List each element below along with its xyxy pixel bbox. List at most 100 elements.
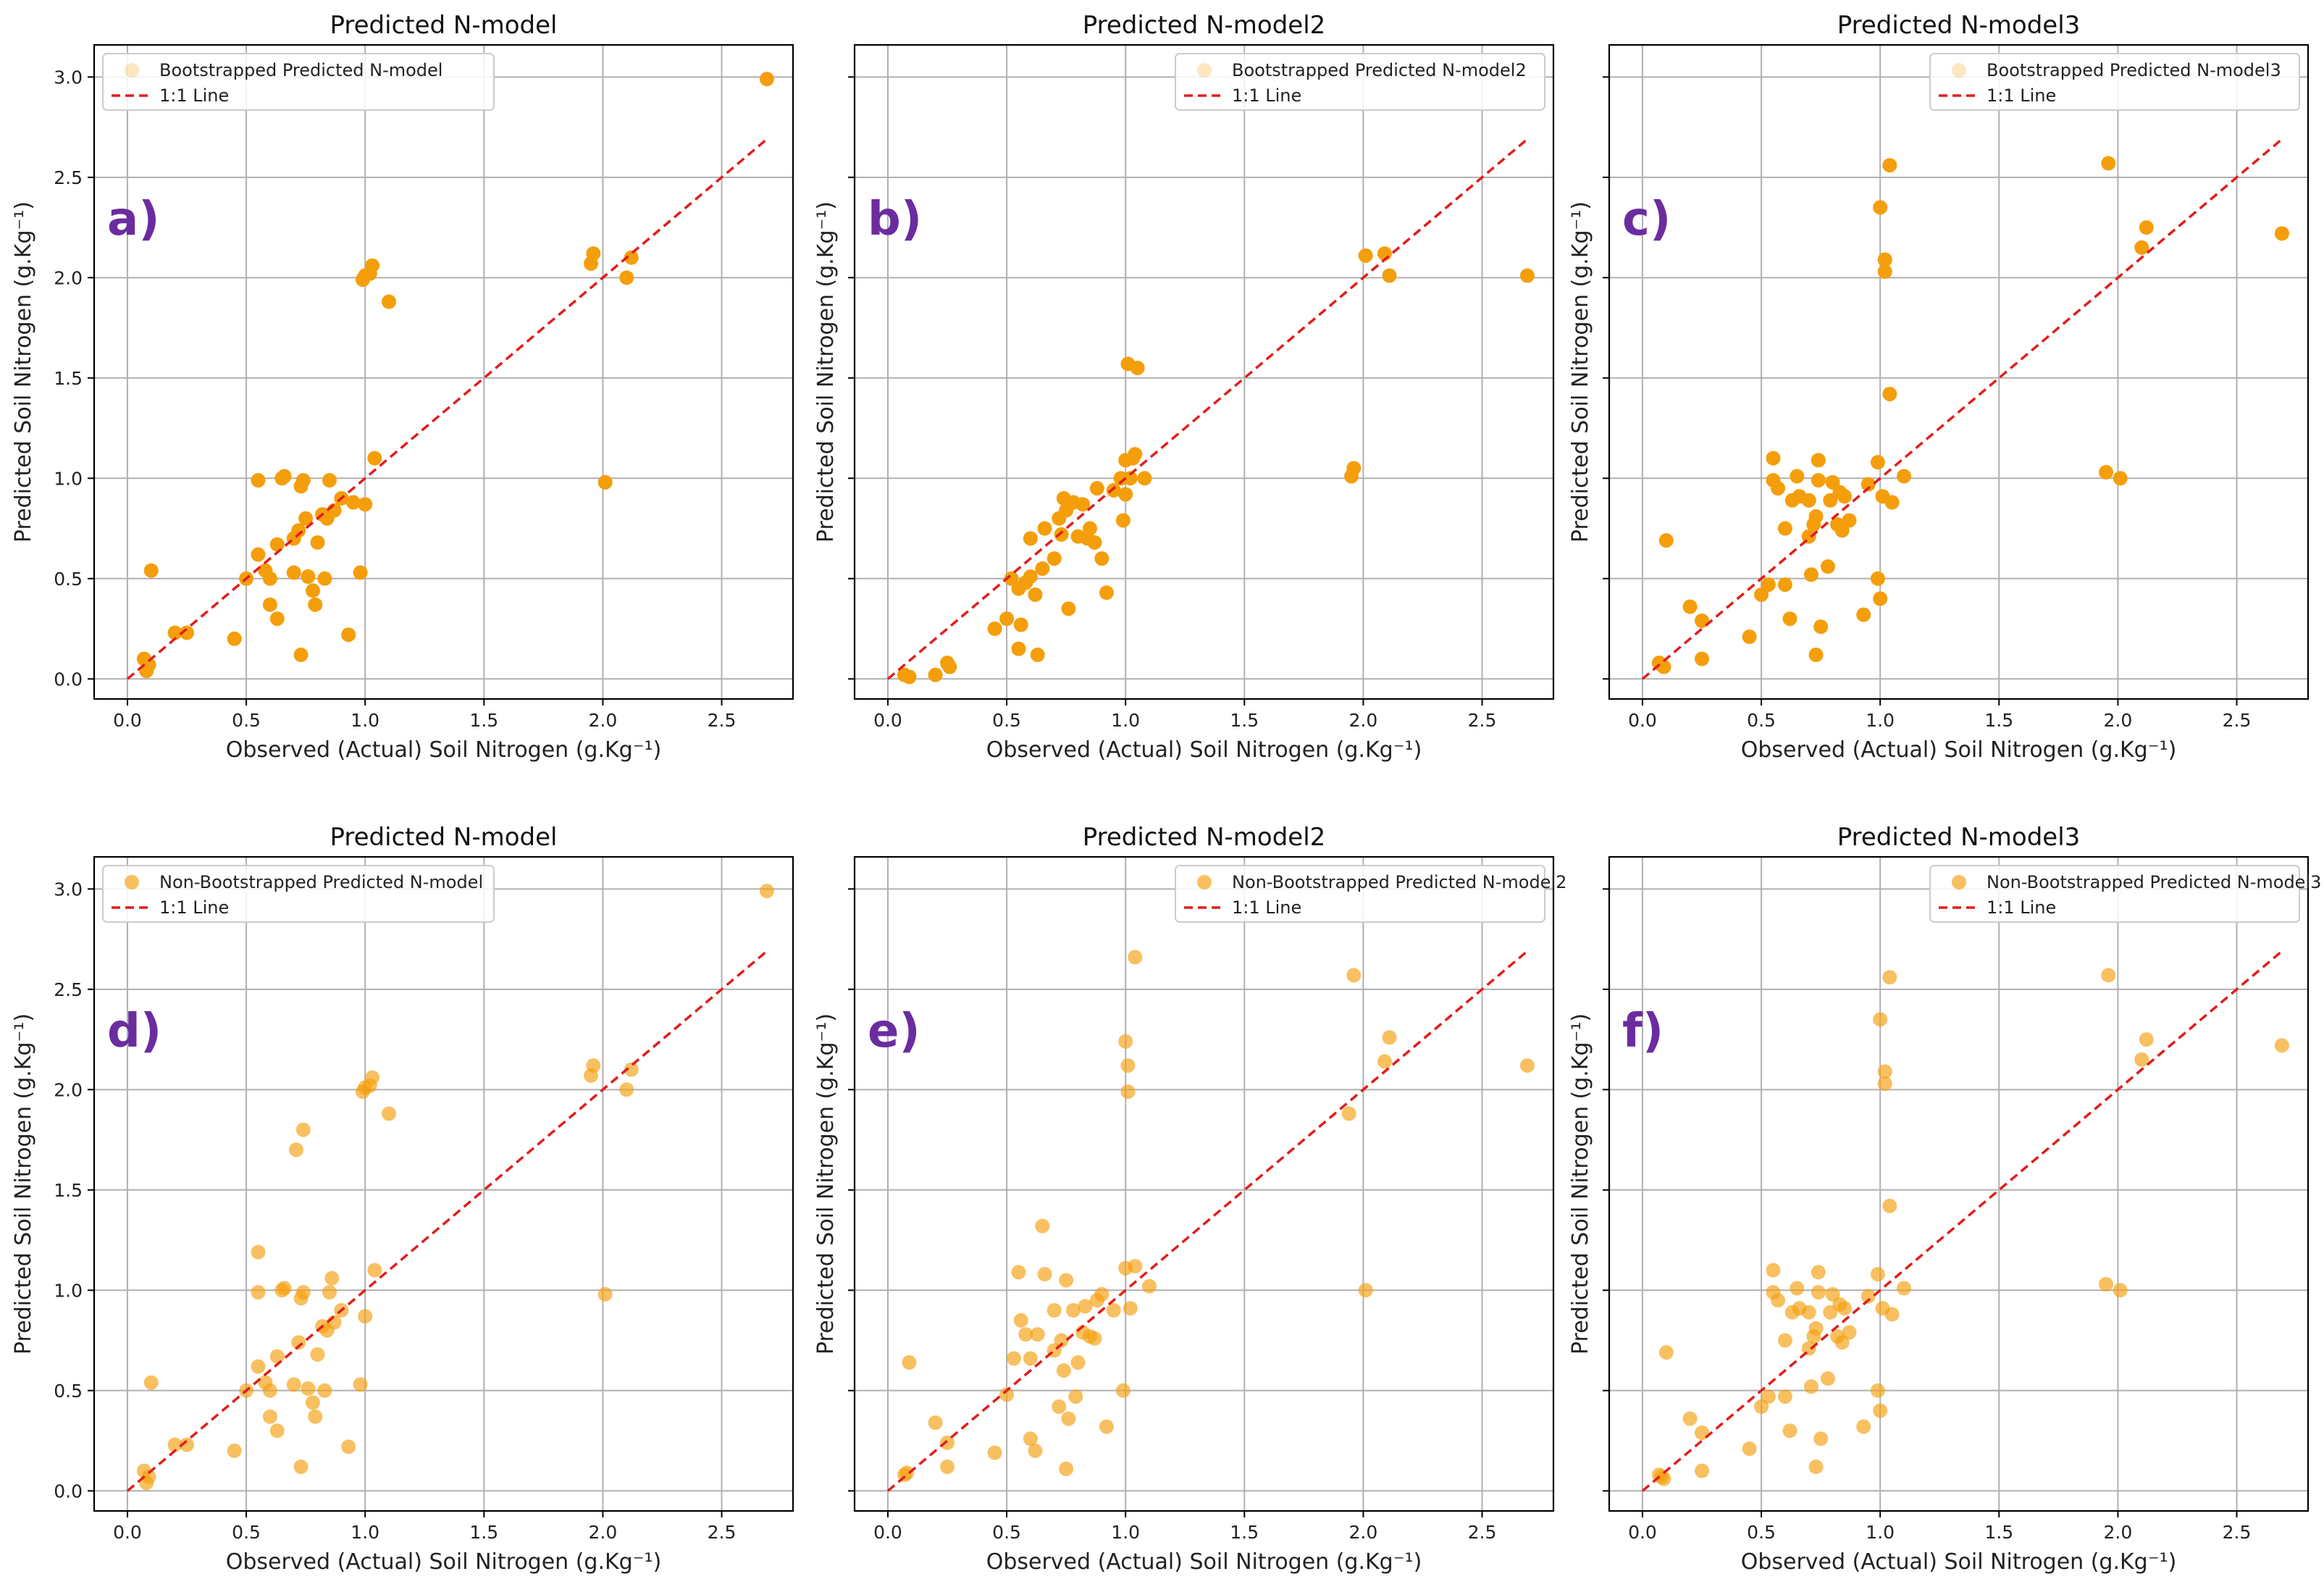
plot-frame: [93, 43, 794, 700]
scatter-point: [1777, 577, 1792, 592]
scatter-point: [1028, 1443, 1043, 1458]
scatter-point: [1808, 648, 1824, 663]
x-tick-label: 1.0: [351, 710, 379, 731]
x-tick-label: 0.0: [873, 1522, 902, 1543]
scatter-point: [2274, 226, 2289, 241]
scatter-point: [353, 1377, 368, 1392]
scatter-point: [1811, 1265, 1826, 1280]
scatter-point: [180, 1437, 195, 1452]
y-tick-label: 0.0: [54, 669, 83, 690]
scatter-point: [1761, 1389, 1776, 1404]
scatter-point: [624, 1062, 639, 1077]
panel-letter: f): [1622, 1005, 1664, 1058]
panel-letter: c): [1622, 193, 1671, 246]
x-tick-label: 2.5: [2223, 710, 2252, 731]
legend-label: Bootstrapped Predicted N-model3: [1987, 60, 2281, 80]
scatter-point: [1658, 533, 1674, 548]
y-axis-label: Predicted Soil Nitrogen (g.Kg⁻¹): [1568, 1013, 1593, 1354]
scatter-point: [1873, 1403, 1888, 1418]
scatter-point: [1082, 521, 1097, 536]
y-tick-label: 3.0: [54, 879, 83, 900]
scatter-point: [1106, 482, 1121, 498]
legend-marker: [1952, 875, 1966, 889]
x-axis-label: Observed (Actual) Soil Nitrogen (g.Kg⁻¹): [986, 737, 1422, 763]
scatter-point: [1882, 970, 1897, 985]
x-tick-label: 0.5: [1747, 710, 1776, 731]
legend-marker: [125, 63, 139, 78]
scatter-point: [1834, 1335, 1850, 1350]
scatter-point: [1861, 1289, 1876, 1304]
scatter-point: [586, 246, 601, 261]
scatter-point: [1877, 1064, 1892, 1079]
y-grid: [1603, 76, 2308, 680]
scatter-point: [341, 1439, 356, 1454]
scatter-point: [1011, 1265, 1026, 1280]
scatter-point: [1089, 481, 1104, 496]
scatter-point: [1035, 561, 1050, 576]
scatter-point: [1094, 551, 1109, 566]
scatter-point: [382, 1106, 397, 1121]
scatter-point: [902, 1355, 917, 1370]
chart-title: Predicted N-model: [330, 11, 558, 40]
scatter-point: [1013, 1312, 1028, 1328]
x-tick-label: 2.5: [2223, 1522, 2252, 1543]
panel-letter: e): [868, 1005, 920, 1058]
scatter-point: [1118, 1034, 1133, 1049]
x-tick-label: 1.0: [1111, 710, 1140, 731]
scatter-point: [1346, 968, 1362, 983]
scatter-point: [1061, 601, 1076, 616]
scatter-point: [1682, 599, 1698, 614]
scatter-point: [1861, 477, 1876, 492]
scatter-point: [291, 1335, 306, 1350]
scatter-point: [759, 884, 774, 899]
scatter-point: [324, 1270, 340, 1286]
x-tick-label: 2.0: [1349, 1522, 1378, 1543]
scatter-point: [1137, 471, 1152, 486]
x-tick-label: 1.5: [1984, 1522, 2013, 1543]
legend-box: [1929, 53, 2300, 111]
scatter-point: [251, 1285, 266, 1300]
scatter-point: [1120, 1058, 1136, 1073]
scatter-point: [167, 1437, 183, 1452]
scatter-point: [1341, 1106, 1356, 1121]
plot-frame: [93, 855, 794, 1512]
legend-label: Non-Bootstrapped Predicted N-model3: [1987, 872, 2321, 892]
scatter-point: [999, 1387, 1015, 1402]
scatter-point: [624, 250, 639, 265]
x-axis-label: Observed (Actual) Soil Nitrogen (g.Kg⁻¹): [226, 737, 662, 763]
scatter-point: [1346, 461, 1362, 476]
plot-frame: [853, 43, 1555, 700]
scatter-point: [1823, 493, 1838, 508]
y-grid: [1603, 888, 2308, 1492]
scatter-point: [1028, 587, 1043, 602]
scatter-point: [141, 657, 156, 672]
legend-label: Non-Bootstrapped Predicted N-model: [159, 872, 483, 892]
scatter-point: [269, 1423, 285, 1439]
legend-marker: [125, 875, 139, 889]
scatter-point: [1897, 1281, 1912, 1296]
scatter-point: [251, 473, 266, 488]
x-tick-label: 1.5: [1230, 710, 1259, 731]
x-tick-label: 2.0: [589, 1522, 618, 1543]
scatter-point: [143, 563, 159, 578]
chart-title: Predicted N-model: [330, 823, 558, 852]
scatter-point: [1813, 619, 1829, 635]
scatter-point: [251, 547, 266, 562]
scatter-point: [382, 294, 397, 309]
y-tick-label: 3.0: [54, 67, 83, 88]
y-tick-label: 1.5: [54, 368, 83, 389]
scatter-point: [1777, 1389, 1792, 1404]
plot-frame: [853, 855, 1555, 1512]
y-grid: [848, 76, 1553, 680]
scatter-point: [1030, 648, 1045, 663]
scatter-point: [1825, 474, 1840, 490]
scatter-series: [136, 884, 774, 1491]
scatter-point: [1142, 1278, 1157, 1294]
scatter-point: [305, 1395, 320, 1410]
y-tick-label: 0.0: [54, 1481, 83, 1502]
scatter-point: [1128, 1259, 1143, 1274]
scatter-point: [1834, 523, 1850, 538]
x-grid: 0.0 0.5 1.0 1.5 2.0 2.5: [873, 857, 1496, 1543]
scatter-point: [1754, 587, 1769, 602]
